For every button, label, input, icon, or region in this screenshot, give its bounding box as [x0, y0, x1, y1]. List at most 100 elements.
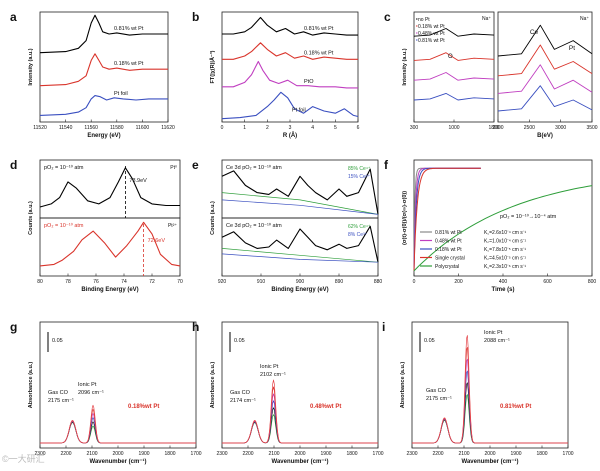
watermark: ©一大研汇 [2, 454, 45, 464]
panel-g-tick-label: 1700 [190, 451, 201, 457]
panel-e-ylabel: Counts (a.u.) [210, 201, 216, 235]
panel-i-sample: 0.81%wt Pt [500, 404, 531, 410]
panel-d-lower-condition: pO₂ = 10⁻¹⁰ atm [44, 222, 84, 229]
panel-h-tick-label: 2000 [294, 451, 305, 457]
panel-e-lower-legend: 8% Ce³⁺ [348, 232, 368, 238]
panel-g-tick-label: 2200 [60, 451, 71, 457]
panel-c-series-line-left [413, 52, 495, 61]
panel-b-tick-label: 1 [243, 125, 246, 131]
panel-e-tick-label: 910 [257, 279, 266, 285]
panel-h-annotation: 2174 cm⁻¹ [230, 398, 256, 404]
panel-c-legend-label: no Pt [418, 17, 430, 23]
panel-h-annotation: 2102 cm⁻¹ [260, 372, 286, 378]
panel-c-legend-label: 0.81% wt Pt [418, 38, 445, 44]
panel-e-lower-line [221, 225, 379, 263]
panel-f-letter: f [384, 158, 389, 172]
panel-h-xlabel: Wavenumber (cm⁻¹) [272, 458, 329, 465]
panel-b-tick-label: 4 [311, 125, 314, 131]
panel-f-legend-name: 0.48% wt Pt [435, 239, 462, 245]
panel-c-legend-label: 0.48% wt Pt [418, 31, 445, 37]
panel-a-tick-label: 11620 [161, 125, 175, 131]
panel-h-spectrum [222, 414, 378, 444]
panel-g-annotation: Gas CO [48, 390, 69, 396]
panel-b-series-label: PtO [304, 79, 314, 85]
panel-b-tick-label: 0 [221, 125, 224, 131]
panel-a-frame [39, 11, 169, 123]
panel-f-series-line [413, 185, 593, 272]
panel-g-spectrum [40, 417, 196, 444]
panel-h-frame [221, 321, 379, 449]
panel-h-tick-label: 2100 [268, 451, 279, 457]
panel-f-tick-label: 800 [588, 279, 597, 285]
panel-f-legend-name: 0.18% wt Pt [435, 247, 462, 253]
panel-i-tick-label: 2100 [458, 451, 469, 457]
panel-i-annotation: 2088 cm⁻¹ [484, 338, 510, 344]
panel-a-ylabel: Intensity (a.u.) [28, 48, 34, 85]
panel-f-condition: pO₂ = 10⁻¹⁰→10⁻⁴ atm [500, 213, 557, 220]
panel-e-upper-legend: 85% Ce⁴⁺ [348, 166, 371, 172]
panel-g-letter: g [10, 320, 17, 334]
panel-c-series-line-right [497, 44, 593, 77]
panel-e-tick-label: 880 [374, 279, 383, 285]
panel-b-tick-label: 2 [266, 125, 269, 131]
panel-b-series-label: Pt foil [292, 108, 306, 114]
panel-b-series-label: 0.81% wt Pt [304, 26, 334, 32]
panel-a-series-label: Pt foil [114, 91, 128, 97]
panel-f-tick-label: 200 [454, 279, 463, 285]
panel-i-spectrum [412, 370, 568, 444]
panel-g-tick-label: 1800 [164, 451, 175, 457]
panel-c-series-line-left [413, 72, 495, 81]
panel-d-lower-peak-label: 72.6eV [148, 238, 166, 244]
panel-b-xlabel: R (Å) [283, 132, 297, 139]
panel-e-xlabel: Binding Energy (eV) [271, 287, 328, 293]
panel-g-tick-label: 1900 [138, 451, 149, 457]
panel-g-spectrum [40, 422, 196, 444]
panel-b-tick-label: 5 [334, 125, 337, 131]
panel-g-sample: 0.18%wt Pt [128, 404, 159, 410]
panel-c-xlabel: B(eV) [537, 133, 553, 139]
panel-h-tick-label: 1900 [320, 451, 331, 457]
panel-f-legend-k: K꜀=7.8x10⁻⁵ cm s⁻¹ [484, 247, 526, 253]
panel-h-spectrum [222, 407, 378, 444]
panel-d-lower-frame [39, 217, 181, 277]
panel-a-series-line [39, 95, 168, 116]
panel-e-lower-label: Ce 3d pO₂ = 10⁻¹⁰ atm [226, 222, 282, 229]
panel-e-lower-fit [221, 248, 379, 263]
panel-c-right-frame [497, 11, 593, 123]
panel-a-xlabel: Energy (eV) [87, 133, 120, 139]
panel-d-tick-label: 76 [93, 279, 99, 285]
panel-h-ylabel: Absorbance (a.u.) [210, 362, 216, 409]
panel-e-upper-label: Ce 3d pO₂ = 10⁻¹⁰ atm [226, 164, 282, 171]
panel-e-upper-line [221, 168, 379, 215]
panel-g-ylabel: Absorbance (a.u.) [28, 362, 34, 409]
panel-g-frame [39, 321, 197, 449]
panel-b-series-label: 0.18% wt Pt [304, 50, 334, 56]
panel-i-ylabel: Absorbance (a.u.) [400, 362, 406, 409]
panel-d-upper-peak-label: 73.9eV [129, 178, 147, 184]
panel-c-right-tick-label: 3000 [555, 125, 566, 131]
panel-c-left-note: Na⁺ [482, 16, 491, 22]
panel-c-left-tick-label: 300 [410, 125, 419, 131]
panel-f-tick-label: 0 [413, 279, 416, 285]
panel-c-series-line-left [413, 92, 495, 101]
panel-d-tick-label: 74 [121, 279, 127, 285]
panel-b-letter: b [192, 10, 199, 24]
panel-c-right-tick-label: 2500 [524, 125, 535, 131]
panel-i-tick-label: 1800 [536, 451, 547, 457]
panel-f-legend-k: K꜀=1.0x10⁻⁴ cm s⁻¹ [484, 239, 526, 245]
panel-e-tick-label: 900 [296, 279, 305, 285]
panel-i-scalebar-label: 0.05 [424, 338, 435, 344]
panel-g-tick-label: 2100 [86, 451, 97, 457]
panel-c-ylabel: Intensity (a.u.) [402, 48, 408, 85]
panel-g-scalebar-label: 0.05 [52, 338, 63, 344]
panel-d-xlabel: Binding Energy (eV) [81, 287, 138, 293]
panel-g-spectrum [40, 413, 196, 444]
panel-c-peak-label: O [448, 54, 453, 60]
panel-b-series-line [221, 91, 359, 120]
panel-g-tick-label: 2000 [112, 451, 123, 457]
panel-g-tick-label: 2300 [34, 451, 45, 457]
panel-i-tick-label: 1900 [510, 451, 521, 457]
panel-d-upper-condition: pO₂ = 10⁻¹⁰ atm [44, 164, 84, 171]
panel-e-upper-fit [221, 192, 379, 215]
panel-d-letter: d [10, 158, 17, 172]
